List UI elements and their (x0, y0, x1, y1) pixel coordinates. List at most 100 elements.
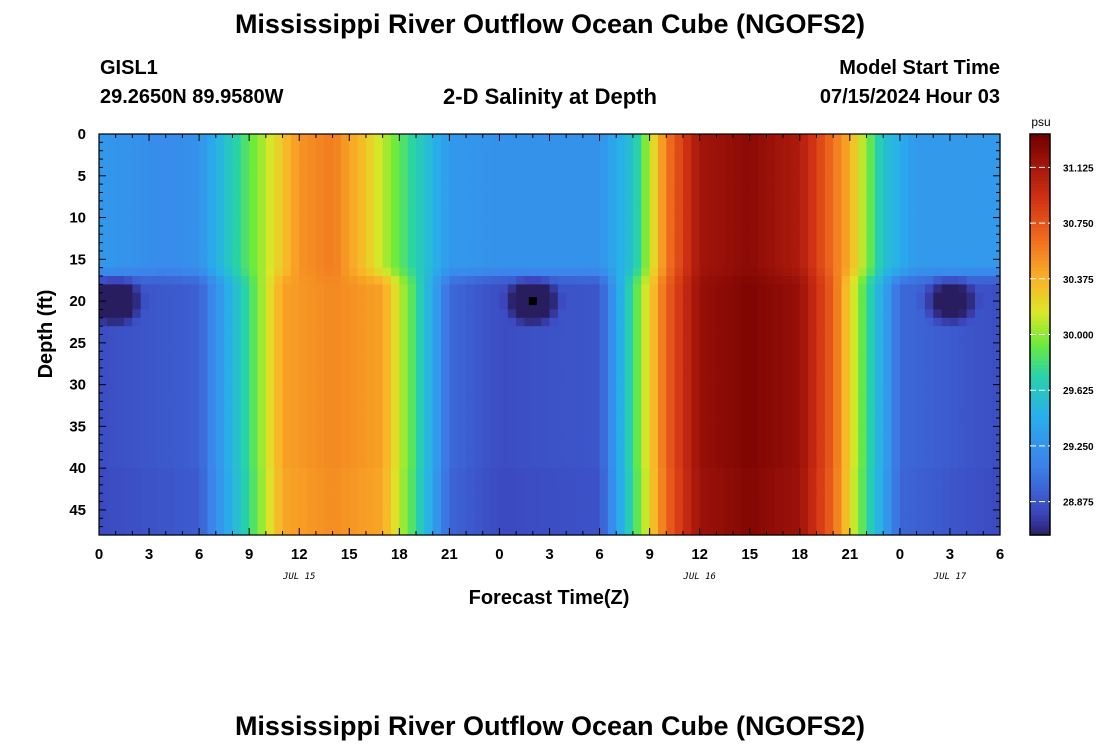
heatmap-cell (307, 250, 317, 260)
heatmap-cell (682, 317, 692, 327)
heatmap-cell (616, 292, 626, 302)
heatmap-cell (549, 301, 559, 311)
heatmap-cell (933, 184, 943, 194)
heatmap-cell (115, 351, 125, 361)
heatmap-cell (816, 184, 826, 194)
heatmap-cell (149, 509, 158, 519)
heatmap-cell (491, 501, 501, 511)
heatmap-cell (115, 159, 125, 169)
heatmap-cell (783, 418, 793, 427)
heatmap-cell (591, 484, 601, 494)
heatmap-cell (641, 459, 651, 469)
heatmap-cell (607, 409, 617, 419)
heatmap-cell (607, 259, 617, 269)
heatmap-cell (115, 392, 125, 402)
heatmap-cell (432, 409, 442, 419)
heatmap-cell (365, 351, 375, 361)
heatmap-cell (290, 217, 300, 227)
heatmap-cell (866, 326, 876, 336)
heatmap-cell (457, 234, 467, 244)
heatmap-cell (716, 392, 726, 402)
heatmap-cell (574, 209, 584, 219)
heatmap-cell (883, 134, 893, 143)
heatmap-cell (357, 351, 367, 361)
heatmap-cell (541, 184, 551, 194)
heatmap-cell (449, 493, 459, 503)
heatmap-cell (249, 292, 259, 302)
heatmap-cell (274, 301, 284, 311)
heatmap-cell (624, 267, 634, 277)
heatmap-cell (157, 526, 167, 536)
heatmap-cell (407, 317, 417, 327)
heatmap-cell (416, 493, 425, 503)
heatmap-cell (482, 134, 492, 143)
heatmap-cell (124, 418, 133, 427)
heatmap-cell (532, 367, 542, 377)
heatmap-cell (758, 301, 767, 311)
heatmap-cell (499, 459, 509, 469)
heatmap-cell (265, 501, 275, 511)
heatmap-cell (616, 392, 626, 402)
heatmap-cell (541, 401, 551, 411)
heatmap-cell (933, 426, 943, 436)
heatmap-cell (824, 159, 834, 169)
heatmap-cell (766, 451, 776, 461)
heatmap-cell (699, 384, 709, 394)
heatmap-cell (474, 309, 484, 319)
heatmap-cell (424, 284, 434, 294)
heatmap-cell (257, 234, 267, 244)
heatmap-cell (874, 426, 884, 436)
heatmap-cell (733, 292, 742, 302)
heatmap-cell (749, 418, 759, 427)
heatmap-cell (207, 175, 217, 185)
heatmap-cell (808, 367, 818, 377)
heatmap-cell (941, 209, 951, 219)
heatmap-cell (399, 134, 409, 143)
heatmap-cell (958, 434, 968, 444)
heatmap-cell (541, 501, 551, 511)
heatmap-cell (274, 434, 284, 444)
heatmap-cell (858, 367, 868, 377)
heatmap-cell (657, 309, 667, 319)
heatmap-cell (299, 309, 309, 319)
heatmap-cell (99, 192, 108, 202)
heatmap-cell (949, 292, 959, 302)
heatmap-cell (507, 326, 517, 336)
heatmap-cell (265, 276, 275, 285)
heatmap-cell (766, 184, 776, 194)
heatmap-cell (566, 426, 576, 436)
heatmap-cell (449, 351, 459, 361)
heatmap-cell (224, 526, 234, 536)
heatmap-cell (616, 476, 626, 486)
heatmap-cell (874, 192, 884, 202)
heatmap-cell (249, 250, 259, 260)
heatmap-cell (274, 292, 284, 302)
heatmap-cell (716, 509, 726, 519)
heatmap-cell (933, 326, 943, 336)
heatmap-cell (115, 409, 125, 419)
heatmap-cell (374, 459, 384, 469)
heatmap-cell (441, 418, 450, 427)
heatmap-cell (307, 443, 317, 453)
heatmap-cell (174, 359, 184, 369)
heatmap-cell (207, 326, 217, 336)
heatmap-cell (574, 359, 584, 369)
heatmap-cell (332, 493, 342, 503)
heatmap-cell (557, 468, 567, 478)
heatmap-cell (816, 250, 826, 260)
heatmap-cell (399, 234, 409, 244)
heatmap-cell (741, 401, 751, 411)
heatmap-cell (165, 217, 175, 227)
heatmap-cell (866, 426, 876, 436)
heatmap-cell (949, 376, 959, 386)
heatmap-cell (741, 526, 751, 536)
heatmap-cell (649, 351, 659, 361)
heatmap-cell (407, 276, 417, 285)
heatmap-cell (599, 284, 609, 294)
heatmap-cell (132, 259, 142, 269)
heatmap-cell (816, 234, 826, 244)
heatmap-cell (349, 192, 359, 202)
heatmap-cell (132, 334, 142, 344)
heatmap-cell (174, 459, 184, 469)
heatmap-cell (265, 159, 275, 169)
